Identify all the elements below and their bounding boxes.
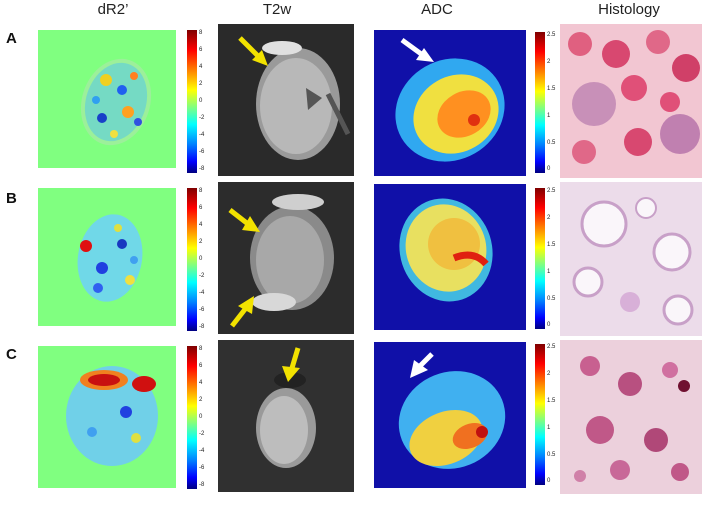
- adc-map-b: [374, 184, 526, 330]
- t2w-image-c: [218, 340, 354, 492]
- t2w-arrow-b-upper: [228, 208, 250, 226]
- dr2-colorbar-a: [187, 30, 197, 173]
- histology-image-c: [560, 340, 702, 494]
- adc-colorbar-axis-a: 2.5 2 1.5 1 0.5 0: [547, 32, 556, 172]
- dr2-colorbar-c: [187, 346, 197, 489]
- dr2-colorbar-b: [187, 188, 197, 331]
- adc-map-a: [374, 30, 526, 176]
- adc-colorbar-axis-c: 2.5 2 1.5 1 0.5 0: [547, 344, 556, 484]
- adc-colorbar-a: [535, 32, 545, 173]
- t2w-arrow-b-lower: [230, 306, 248, 328]
- t2w-arrow-a: [238, 36, 262, 60]
- row-label-c: C: [6, 346, 17, 363]
- adc-colorbar-b: [535, 188, 545, 329]
- adc-colorbar-c: [535, 344, 545, 485]
- t2w-image-b: [218, 182, 354, 334]
- dr2-map-b: [38, 188, 176, 326]
- adc-colorbar-axis-b: 2.5 2 1.5 1 0.5 0: [547, 188, 556, 328]
- histology-image-b: [560, 182, 702, 336]
- column-title-histology: Histology: [598, 1, 660, 18]
- dr2-map-c: [38, 346, 176, 488]
- adc-map-c: [374, 342, 526, 488]
- row-label-b: B: [6, 190, 17, 207]
- column-title-adc: ADC: [421, 1, 453, 18]
- column-title-t2w: T2w: [262, 1, 292, 18]
- histology-image-a: [560, 24, 702, 178]
- t2w-image-a: [218, 24, 354, 176]
- row-label-a: A: [6, 30, 17, 47]
- column-title-dr2: dR2’: [97, 1, 129, 18]
- t2w-arrow-c: [289, 347, 301, 369]
- dr2-map-a: [38, 30, 176, 168]
